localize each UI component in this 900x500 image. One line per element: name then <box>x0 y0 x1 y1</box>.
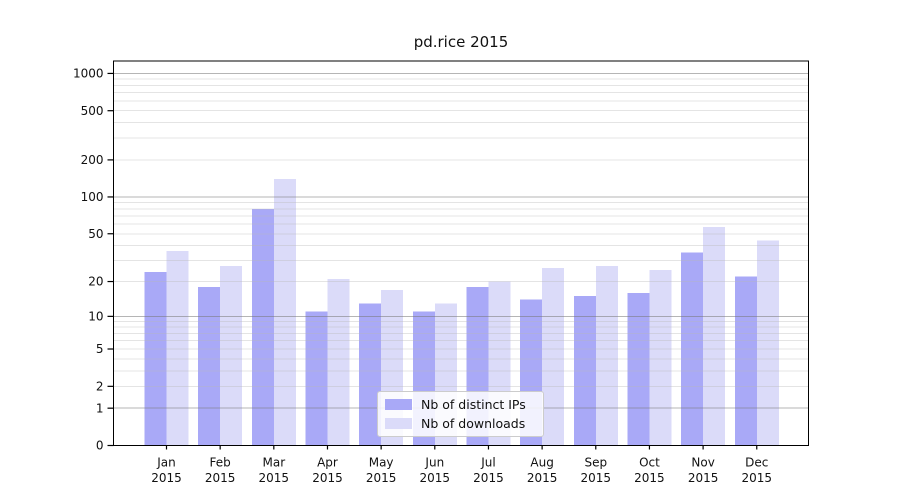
x-tick-label-month: Dec <box>745 456 768 470</box>
x-tick-label-month: Nov <box>691 456 714 470</box>
x-tick-label-year: 2015 <box>527 471 558 485</box>
y-tick-label: 50 <box>88 227 103 241</box>
legend-swatch-distinct-ips <box>385 399 412 410</box>
bar-nb-of-downloads-apr <box>327 279 350 446</box>
bar-nb-of-distinct-ips-feb <box>198 286 221 446</box>
x-tick-label-month: Jan <box>156 456 176 470</box>
x-tick-label-year: 2015 <box>741 471 772 485</box>
legend-item-downloads: Nb of downloads <box>385 416 536 431</box>
bar-nb-of-distinct-ips-may <box>359 303 382 446</box>
y-tick-label: 1 <box>96 401 104 415</box>
x-tick-label-month: Apr <box>317 456 338 470</box>
y-tick-label: 0 <box>96 439 104 453</box>
x-tick-label-month: Feb <box>210 456 231 470</box>
bar-nb-of-downloads-aug <box>542 268 565 446</box>
x-tick-label-month: Jul <box>480 456 495 470</box>
y-tick-label: 2 <box>96 380 104 394</box>
bar-nb-of-downloads-nov <box>703 226 726 446</box>
x-tick-label-month: Jun <box>424 456 444 470</box>
x-tick-label-year: 2015 <box>688 471 719 485</box>
bar-nb-of-distinct-ips-jan <box>144 272 167 446</box>
x-tick-label-year: 2015 <box>581 471 612 485</box>
bar-nb-of-distinct-ips-oct <box>627 292 650 446</box>
y-tick-label: 5 <box>96 342 104 356</box>
y-tick-label: 10 <box>88 310 103 324</box>
bar-nb-of-distinct-ips-dec <box>734 276 757 446</box>
bar-nb-of-downloads-sep <box>595 266 618 446</box>
x-tick-label-year: 2015 <box>420 471 451 485</box>
legend-label-distinct-ips: Nb of distinct IPs <box>421 397 526 412</box>
plot-border <box>112 60 810 447</box>
x-tick-label-year: 2015 <box>634 471 665 485</box>
bar-nb-of-downloads-mar <box>273 178 296 446</box>
y-tick-label: 500 <box>81 104 104 118</box>
bar-nb-of-distinct-ips-mar <box>251 208 274 446</box>
x-tick-label-year: 2015 <box>473 471 504 485</box>
y-tick-label: 1000 <box>73 67 104 81</box>
bar-nb-of-distinct-ips-nov <box>681 252 704 446</box>
y-tick-label: 20 <box>88 275 103 289</box>
chart-title: pd.rice 2015 <box>413 33 509 51</box>
x-tick-label-month: Aug <box>530 456 553 470</box>
x-tick-label-month: May <box>369 456 394 470</box>
x-tick-label-year: 2015 <box>312 471 343 485</box>
x-tick-label-month: Mar <box>262 456 285 470</box>
legend-swatch-downloads <box>385 418 412 429</box>
legend: Nb of distinct IPs Nb of downloads <box>377 391 544 437</box>
x-tick-label-month: Sep <box>584 456 607 470</box>
bar-nb-of-downloads-dec <box>756 240 779 446</box>
bar-nb-of-distinct-ips-apr <box>305 311 328 446</box>
bar-nb-of-downloads-oct <box>649 270 672 446</box>
y-tick-label: 100 <box>81 190 104 204</box>
x-tick-label-year: 2015 <box>151 471 182 485</box>
x-tick-label-year: 2015 <box>205 471 236 485</box>
y-tick-label: 200 <box>81 153 104 167</box>
x-tick-label-year: 2015 <box>366 471 397 485</box>
bar-nb-of-downloads-feb <box>220 266 243 446</box>
x-tick-label-month: Oct <box>639 456 660 470</box>
legend-item-distinct-ips: Nb of distinct IPs <box>385 397 536 412</box>
bar-nb-of-downloads-jan <box>166 251 189 446</box>
legend-label-downloads: Nb of downloads <box>421 416 526 431</box>
x-tick-label-year: 2015 <box>259 471 290 485</box>
